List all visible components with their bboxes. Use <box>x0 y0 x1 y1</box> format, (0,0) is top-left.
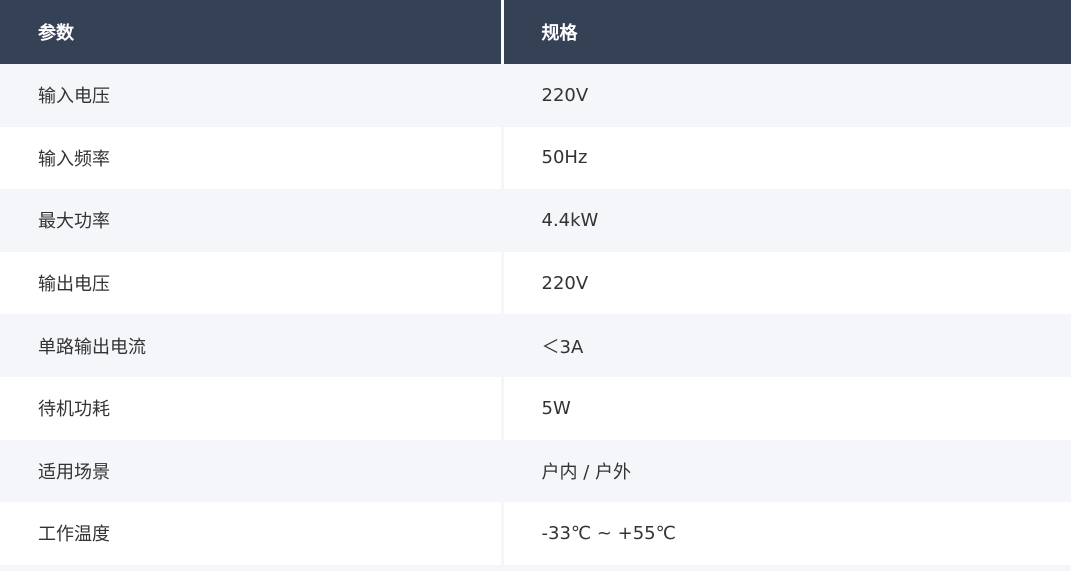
cell-spec: 4.4kW <box>502 189 1071 252</box>
cell-spec: 5W <box>502 376 1071 440</box>
table-header-row: 参数 规格 <box>0 0 1071 64</box>
cell-param: 输入电压 <box>0 64 504 127</box>
table-row: 适用场景 户内 / 户外 <box>0 439 1071 503</box>
cell-param: 输出电压 <box>0 251 504 315</box>
cell-spec: ＜3A <box>502 314 1071 377</box>
cell-param: 最大功率 <box>0 189 504 252</box>
cell-param: 单路输出电流 <box>0 314 504 377</box>
cell-param: 待机功耗 <box>0 376 504 440</box>
cell-spec: 220V <box>502 251 1071 315</box>
cell-spec: 50Hz <box>502 126 1071 190</box>
cell-param: 适用场景 <box>0 439 504 503</box>
cell-spec: 户内 / 户外 <box>502 439 1071 503</box>
table-row: 最大功率 4.4kW <box>0 189 1071 252</box>
cell-param: 输入频率 <box>0 126 504 190</box>
table-row: 待机功耗 5W <box>0 376 1071 440</box>
cell-spec: -33℃ ~ +55℃ <box>502 502 1071 565</box>
header-param: 参数 <box>0 0 504 64</box>
table-row: 输出电压 220V <box>0 251 1071 315</box>
header-spec: 规格 <box>502 0 1071 64</box>
table-row: 输入电压 220V <box>0 64 1071 127</box>
cell-spec: 220V <box>502 64 1071 127</box>
cell-param: 工作温度 <box>0 502 504 565</box>
table-row: 输入频率 50Hz <box>0 126 1071 190</box>
table-row: 单路输出电流 ＜3A <box>0 314 1071 377</box>
table-bottom-strip <box>0 564 1071 571</box>
table-row: 工作温度 -33℃ ~ +55℃ <box>0 502 1071 565</box>
